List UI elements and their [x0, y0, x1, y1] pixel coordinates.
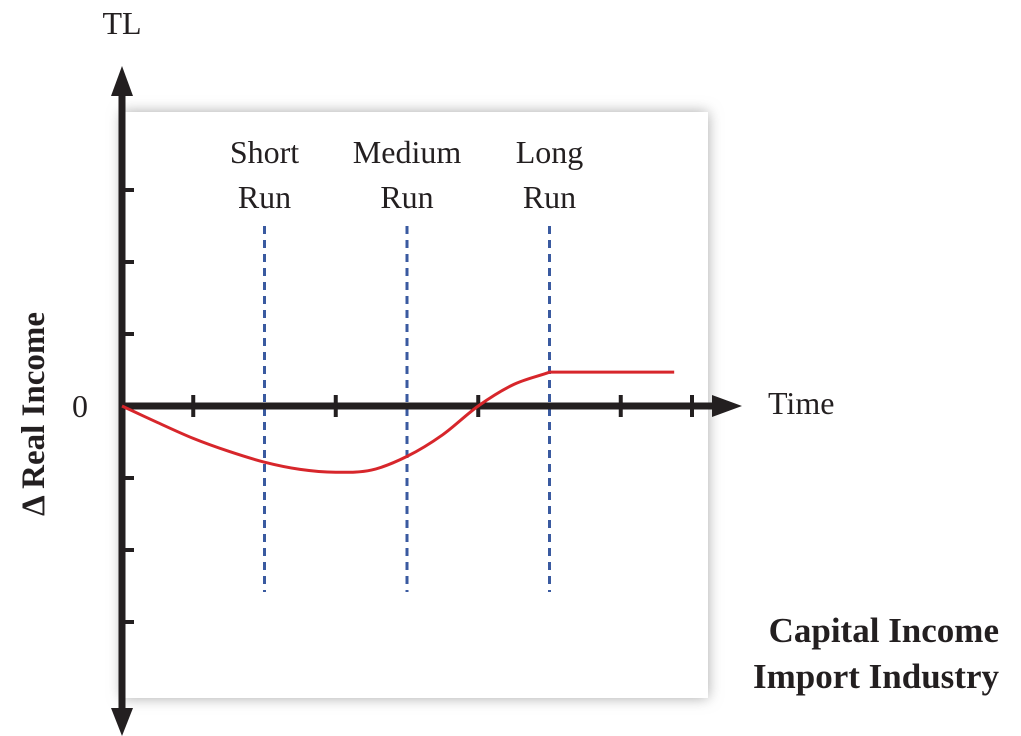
caption-line-1: Capital Income	[768, 611, 999, 650]
caption-line-2: Import Industry	[752, 657, 999, 696]
real-income-curve	[121, 370, 675, 474]
phase-label-1-line-2: Run	[238, 179, 291, 215]
zero-label: 0	[72, 388, 88, 424]
x-axis-label: Time	[768, 385, 834, 421]
chart-caption: Capital Income Import Industry	[709, 608, 999, 700]
y-axis-top-label: TL	[102, 5, 141, 41]
phase-label-2-line-1: Medium	[353, 134, 462, 170]
y-axis-arrow-up	[111, 66, 133, 96]
phase-label-3-line-1: Long	[516, 134, 584, 170]
phase-label-3-line-2: Run	[523, 179, 576, 215]
axes	[111, 66, 742, 736]
phase-label-2-line-2: Run	[380, 179, 433, 215]
phase-label-1-line-1: Short	[230, 134, 299, 170]
y-axis-arrow-down	[111, 708, 133, 736]
phase-labels: Short Run Medium Run Long Run	[230, 134, 583, 215]
y-axis-label: Δ Real Income	[16, 312, 52, 516]
x-axis-arrow	[712, 395, 742, 417]
